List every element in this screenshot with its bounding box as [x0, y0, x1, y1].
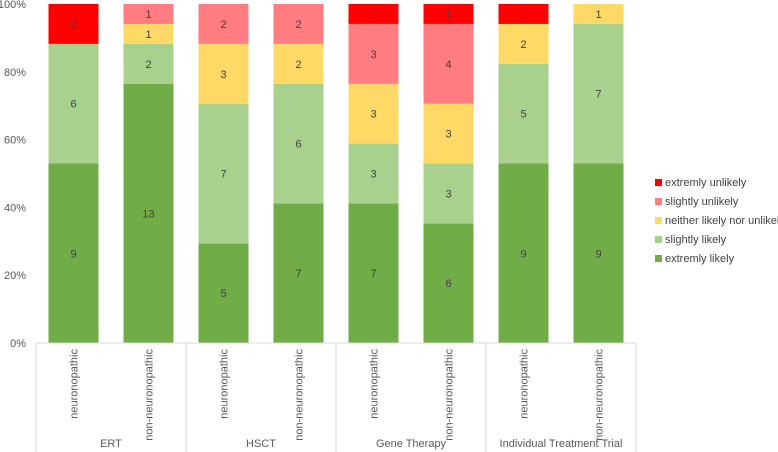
bar-segment-slightly-likely: [423, 163, 474, 224]
y-tick-label: 80%: [4, 67, 26, 79]
data-label: 5: [220, 288, 226, 300]
data-label: 6: [295, 139, 301, 151]
bar-segment-neither-likely-nor-unlikely: [423, 103, 474, 164]
y-tick-label: 0%: [10, 338, 26, 350]
data-label: 7: [220, 169, 226, 181]
x-group-label: Individual Treatment Trial: [500, 438, 623, 450]
legend-label: extremly likely: [665, 253, 735, 265]
legend-label: slightly unlikely: [665, 196, 739, 208]
bar-segment-extremly-likely: [48, 163, 99, 343]
legend-label: slightly likely: [665, 234, 727, 246]
bar-segment-slightly-likely: [273, 83, 324, 204]
legend-swatch: [655, 198, 662, 205]
bar-segment-slightly-likely: [573, 23, 624, 164]
bar-segment-extremly-unlikely: [498, 4, 549, 24]
x-group-label: HSCT: [246, 438, 276, 450]
legend: extremly unlikely slightly unlikely neithe…: [655, 177, 778, 265]
data-label: 3: [370, 109, 376, 121]
data-label: 3: [445, 129, 451, 141]
legend-swatch: [655, 255, 662, 262]
bar-segment-neither-likely-nor-unlikely: [198, 43, 249, 104]
data-label: 5: [520, 109, 526, 121]
bar-segment-slightly-unlikely: [273, 4, 324, 44]
data-label: 7: [595, 89, 601, 101]
data-label: 9: [70, 248, 76, 260]
data-label: 2: [295, 59, 301, 71]
y-tick-label: 60%: [4, 135, 26, 147]
y-tick-label: 20%: [4, 270, 26, 282]
bar-segment-slightly-likely: [48, 43, 99, 164]
legend-label: extremly unlikely: [665, 177, 747, 189]
bar-segment-slightly-unlikely: [198, 4, 249, 44]
x-category-label: neuronopathic: [219, 349, 231, 419]
legend-swatch: [655, 217, 662, 224]
data-label: 6: [445, 278, 451, 290]
bar-segment-neither-likely-nor-unlikely: [348, 83, 399, 144]
data-label: 13: [142, 208, 154, 220]
data-label: 2: [145, 59, 151, 71]
data-label: 1: [145, 9, 151, 21]
bar-segment-neither-likely-nor-unlikely: [573, 4, 624, 24]
x-category-label: neuronopathic: [369, 349, 381, 419]
data-label: 4: [445, 59, 451, 71]
y-axis: 0% 20% 40% 60% 80% 100%: [0, 0, 26, 350]
bar-segment-extremly-unlikely: [423, 4, 474, 24]
x-category-label: neuronopathic: [519, 349, 531, 419]
y-tick-label: 40%: [4, 202, 26, 214]
legend-swatch: [655, 179, 662, 186]
data-label: 1: [370, 9, 376, 21]
x-category-label: neuronopathic: [69, 349, 81, 419]
data-label: 1: [520, 9, 526, 21]
legend-swatch: [655, 236, 662, 243]
bar-segment-slightly-likely: [348, 143, 399, 204]
data-label: 1: [595, 9, 601, 21]
bar-segment-extremly-likely: [198, 243, 249, 343]
bar-segment-slightly-likely: [123, 43, 174, 84]
data-label: 3: [370, 169, 376, 181]
bar-segment-slightly-unlikely: [123, 4, 174, 24]
data-label: 7: [370, 268, 376, 280]
data-label: 1: [145, 29, 151, 41]
bar-segment-neither-likely-nor-unlikely: [498, 23, 549, 64]
x-axis: neuronopathic non-neuronopathic neuronopat…: [35, 342, 637, 452]
bar-area: 9 6 2 13 2 1 1 5 7 3 2 7 6 2 2 7 3 3 3 1 6 3 3 4 1 9 5 2 1 9 7 1: [48, 4, 624, 343]
bar-segment-extremly-likely: [423, 223, 474, 343]
bar-segment-slightly-likely: [498, 63, 549, 164]
data-label: 3: [370, 49, 376, 61]
x-group-label: ERT: [100, 438, 122, 450]
data-label: 2: [220, 19, 226, 31]
bar-segment-extremly-likely: [348, 203, 399, 343]
bar-segment-extremly-likely: [123, 83, 174, 343]
data-label: 2: [295, 19, 301, 31]
data-label: 3: [220, 69, 226, 81]
x-category-label: non-neuronopathic: [594, 349, 606, 441]
data-label: 2: [70, 19, 76, 31]
x-category-label: non-neuronopathic: [294, 349, 306, 441]
data-label: 2: [520, 39, 526, 51]
bar-segment-extremly-likely: [573, 163, 624, 343]
bar-segment-neither-likely-nor-unlikely: [123, 23, 174, 44]
data-label: 9: [595, 248, 601, 260]
bar-segment-extremly-likely: [273, 203, 324, 343]
bar-segment-extremly-unlikely: [48, 4, 99, 44]
data-label: 1: [445, 9, 451, 21]
legend-label: neither likely nor unlikely: [665, 215, 778, 227]
bar-segment-slightly-unlikely: [423, 23, 474, 104]
x-group-label: Gene Therapy: [376, 438, 447, 450]
x-category-label: non-neuronopathic: [144, 349, 156, 441]
bar-segment-slightly-likely: [198, 103, 249, 244]
bar-segment-neither-likely-nor-unlikely: [273, 43, 324, 84]
data-label: 6: [70, 99, 76, 111]
bar-segment-slightly-unlikely: [348, 23, 399, 84]
y-tick-label: 100%: [0, 0, 26, 11]
data-label: 9: [520, 248, 526, 260]
bar-segment-extremly-likely: [498, 163, 549, 343]
data-label: 7: [295, 268, 301, 280]
data-label: 3: [445, 188, 451, 200]
x-category-label: non-neuronopathic: [444, 349, 456, 441]
bar-segment-extremly-unlikely: [348, 4, 399, 24]
